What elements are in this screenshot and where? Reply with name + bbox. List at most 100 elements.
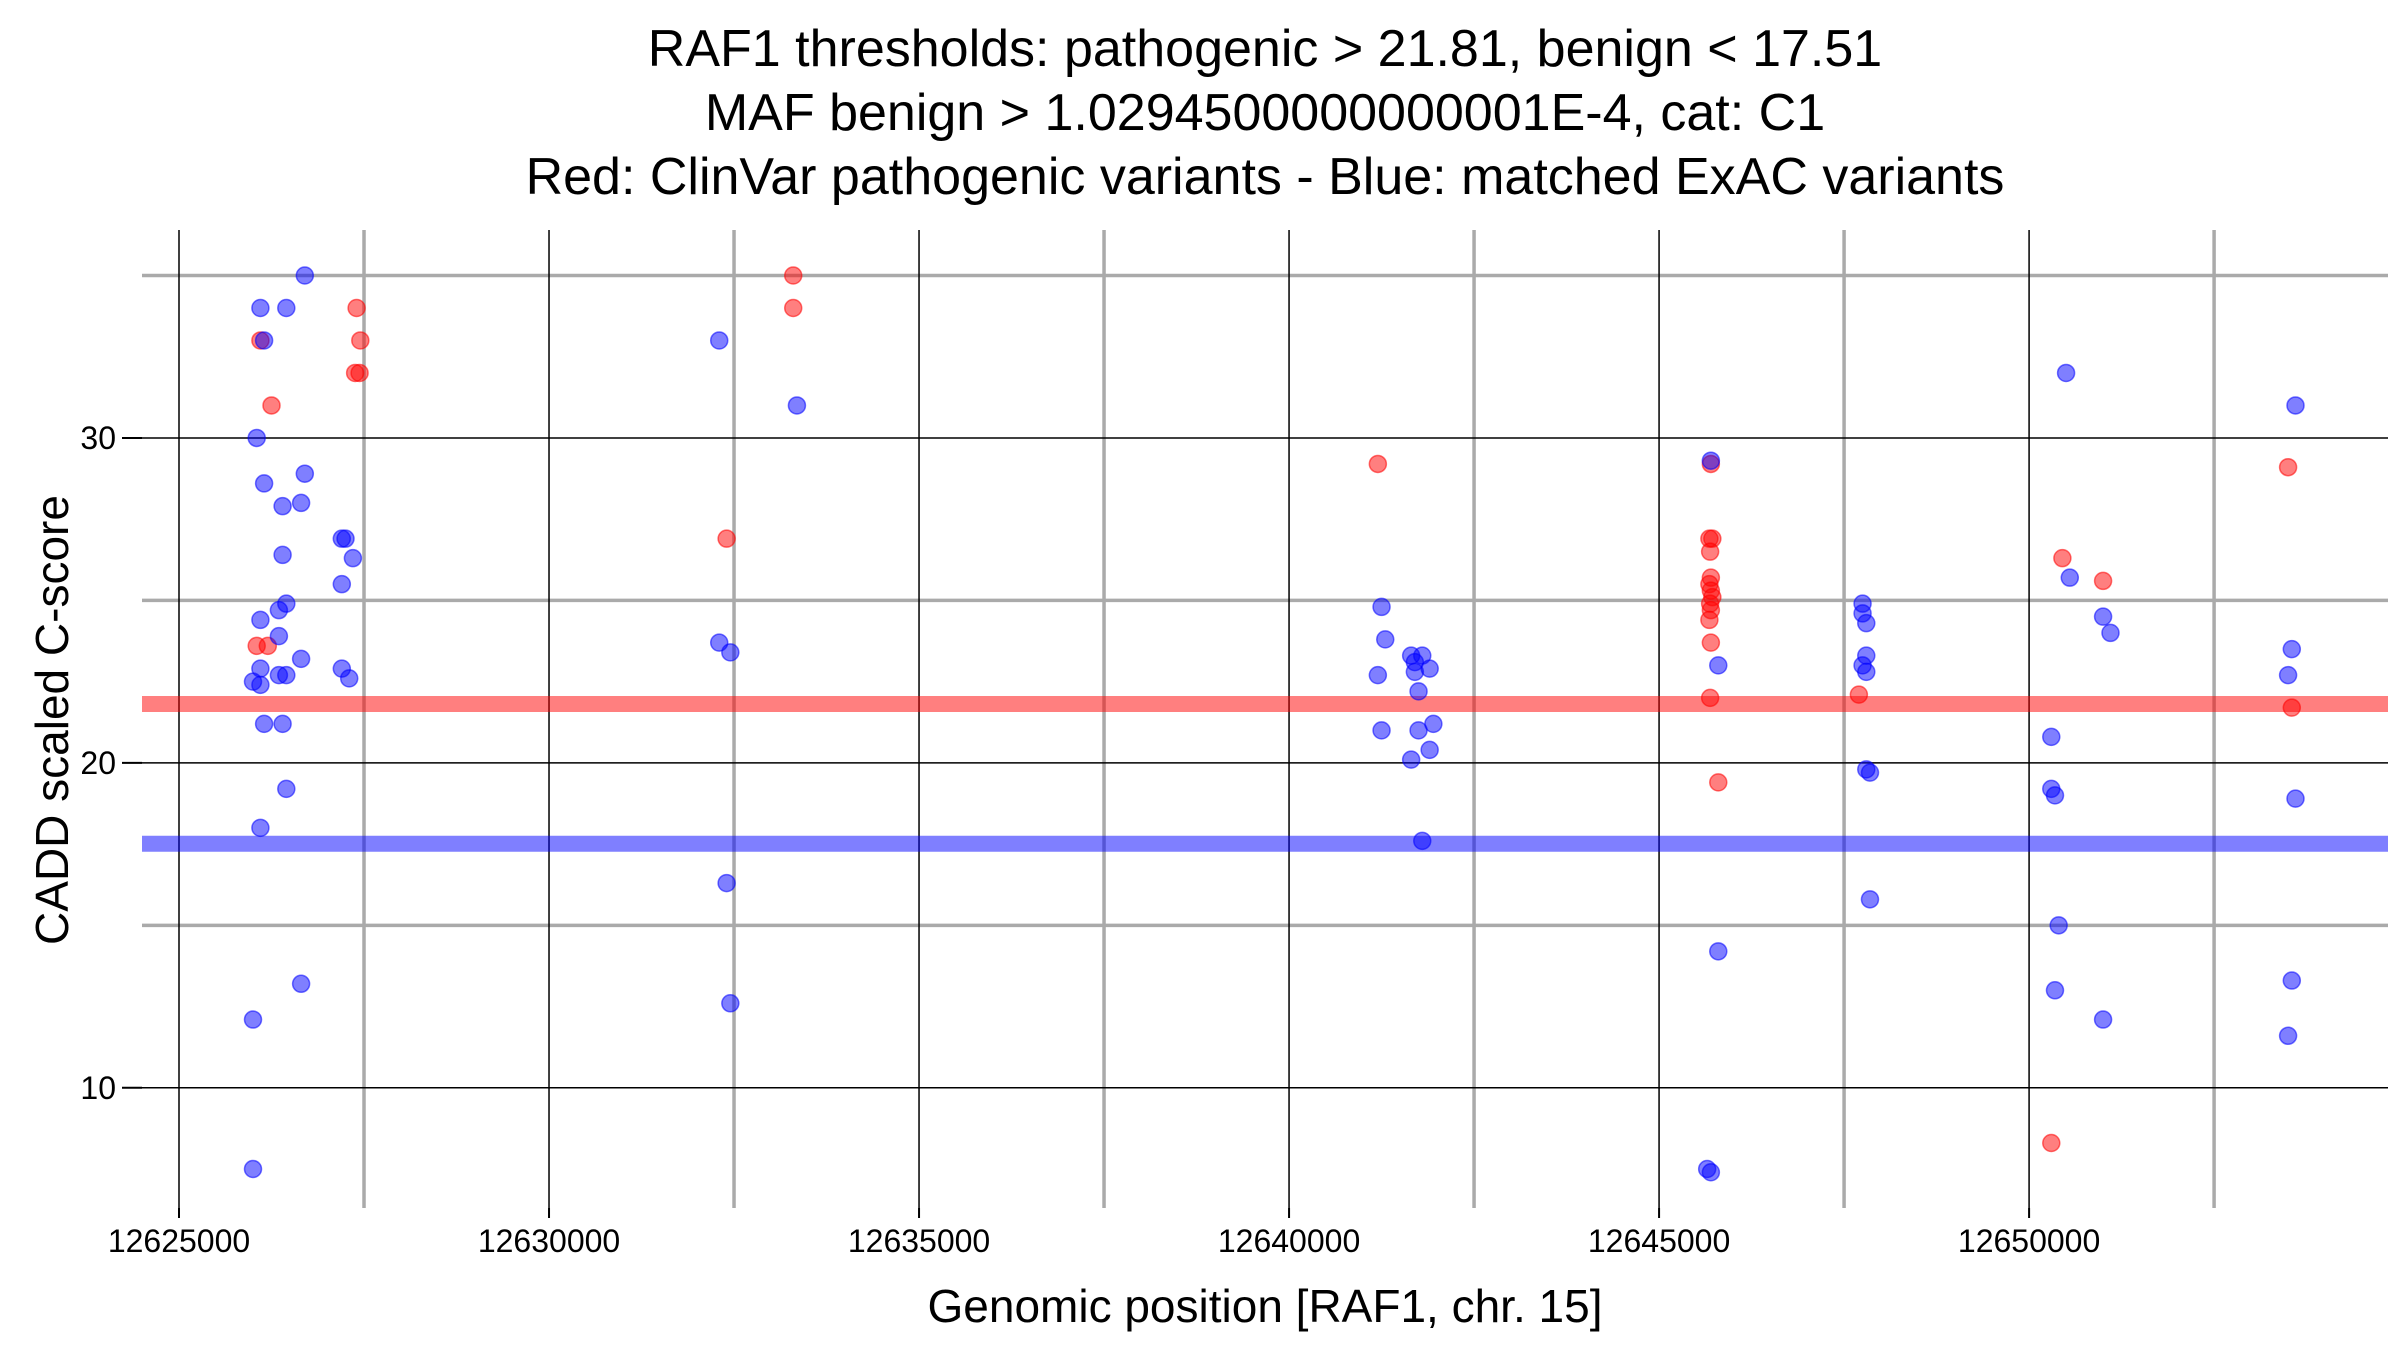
pathogenic-point-24 [1700, 688, 1720, 708]
exac-point-33 [709, 331, 729, 350]
exac-point-10 [336, 529, 355, 548]
exac-point-13 [332, 574, 352, 594]
exac-point-27 [273, 714, 292, 734]
exac-point-76 [2045, 981, 2065, 1000]
exac-point-67 [1860, 890, 1880, 909]
exac-point-56 [1709, 942, 1728, 961]
exac-point-75 [2049, 916, 2068, 935]
exac-point-61 [1857, 613, 1876, 633]
pathogenic-point-25 [1709, 773, 1728, 792]
exac-point-55 [1709, 656, 1728, 675]
exac-point-3 [254, 331, 274, 350]
exac-point-82 [2282, 971, 2302, 990]
pathogenic-point-26 [1849, 685, 1869, 704]
pathogenic-point-8 [717, 529, 736, 548]
pathogenic-point-31 [2282, 698, 2302, 717]
exac-point-0 [295, 266, 315, 285]
exac-point-71 [2101, 623, 2120, 643]
pathogenic-point-4 [347, 298, 366, 318]
exac-point-83 [2278, 1026, 2298, 1046]
exac-point-64 [1857, 662, 1876, 682]
exac-point-72 [2042, 727, 2061, 747]
y-tick-label-2: 30 [80, 420, 116, 456]
exac-point-11 [273, 545, 292, 565]
exac-point-26 [254, 714, 274, 734]
exac-point-46 [1405, 662, 1425, 682]
threshold-lines [142, 696, 2388, 852]
axes: 12625000 12630000 12635000 12640000 12645000… [80, 420, 2100, 1259]
x-tick-label-0: 12625000 [108, 1223, 250, 1259]
exac-point-53 [1413, 831, 1432, 851]
exac-point-22 [251, 675, 270, 695]
exac-point-52 [1401, 750, 1421, 769]
pathogenic-point-23 [1701, 633, 1721, 652]
grid-lines [142, 230, 2388, 1208]
pathogenic-point-5 [351, 331, 370, 350]
exac-point-37 [717, 873, 736, 893]
x-tick-label-2: 12635000 [848, 1223, 990, 1259]
exac-point-34 [787, 396, 807, 415]
exac-point-31 [243, 1010, 263, 1029]
exac-point-1 [251, 298, 270, 318]
pathogenic-point-7 [350, 363, 369, 383]
exac-point-18 [291, 649, 311, 669]
exac-point-54 [1701, 451, 1721, 470]
pathogenic-point-10 [783, 298, 803, 318]
exac-point-51 [1420, 740, 1439, 760]
exac-point-38 [721, 994, 740, 1013]
exac-point-32 [243, 1159, 263, 1179]
x-tick-label-1: 12630000 [478, 1223, 620, 1259]
exac-point-15 [269, 600, 289, 620]
exac-point-30 [291, 974, 311, 994]
exac-point-6 [295, 464, 315, 483]
exac-point-40 [1376, 630, 1395, 649]
pathogenic-point-9 [783, 266, 803, 285]
exac-point-2 [277, 298, 296, 318]
pathogenic-point-22 [1700, 610, 1719, 630]
exac-point-77 [2093, 1010, 2113, 1029]
exac-point-81 [2286, 789, 2305, 808]
exac-point-49 [1424, 714, 1443, 734]
exac-point-39 [1372, 597, 1391, 617]
exac-point-78 [2286, 396, 2305, 415]
pathogenic-point-29 [2042, 1133, 2061, 1153]
y-axis-label: CADD scaled C-score [26, 495, 78, 945]
exac-point-70 [2093, 607, 2113, 626]
exac-point-17 [269, 626, 289, 646]
exac-point-16 [251, 610, 270, 630]
exac-point-7 [273, 496, 292, 516]
exac-point-4 [247, 428, 266, 448]
pathogenic-point-27 [2053, 548, 2072, 568]
x-tick-label-4: 12645000 [1588, 1223, 1730, 1259]
x-axis-label: Genomic position [RAF1, chr. 15] [928, 1280, 1603, 1332]
chart-title-line-3: Red: ClinVar pathogenic variants - Blue:… [526, 148, 2005, 206]
exac-point-8 [291, 493, 311, 513]
pathogenic-point-30 [2278, 457, 2298, 477]
exac-point-58 [1701, 1163, 1721, 1182]
exac-point-68 [2056, 363, 2076, 383]
exac-point-80 [2278, 665, 2298, 685]
exac-point-50 [1372, 721, 1391, 740]
exac-point-74 [2045, 786, 2065, 805]
exac-point-79 [2282, 639, 2302, 659]
exac-point-24 [277, 665, 296, 685]
y-tick-label-0: 10 [80, 1070, 116, 1106]
y-tick-label-1: 20 [80, 745, 116, 781]
exac-point-47 [1409, 682, 1428, 701]
pathogenic-point-1 [262, 396, 281, 415]
exac-point-45 [1368, 665, 1388, 685]
exac-point-44 [1420, 659, 1439, 678]
exac-point-66 [1860, 763, 1880, 782]
pathogenic-point-11 [1368, 454, 1388, 474]
chart-title-line-2: MAF benign > 1.0294500000000001E-4, cat:… [705, 84, 1825, 142]
exac-point-69 [2060, 568, 2080, 587]
pathogenic-point-15 [1700, 542, 1720, 561]
x-tick-label-5: 12650000 [1958, 1223, 2100, 1259]
data-points [243, 266, 2305, 1182]
exac-point-36 [721, 643, 740, 662]
exac-point-12 [343, 548, 363, 568]
exac-point-25 [339, 669, 359, 688]
x-tick-label-3: 12640000 [1218, 1223, 1360, 1259]
